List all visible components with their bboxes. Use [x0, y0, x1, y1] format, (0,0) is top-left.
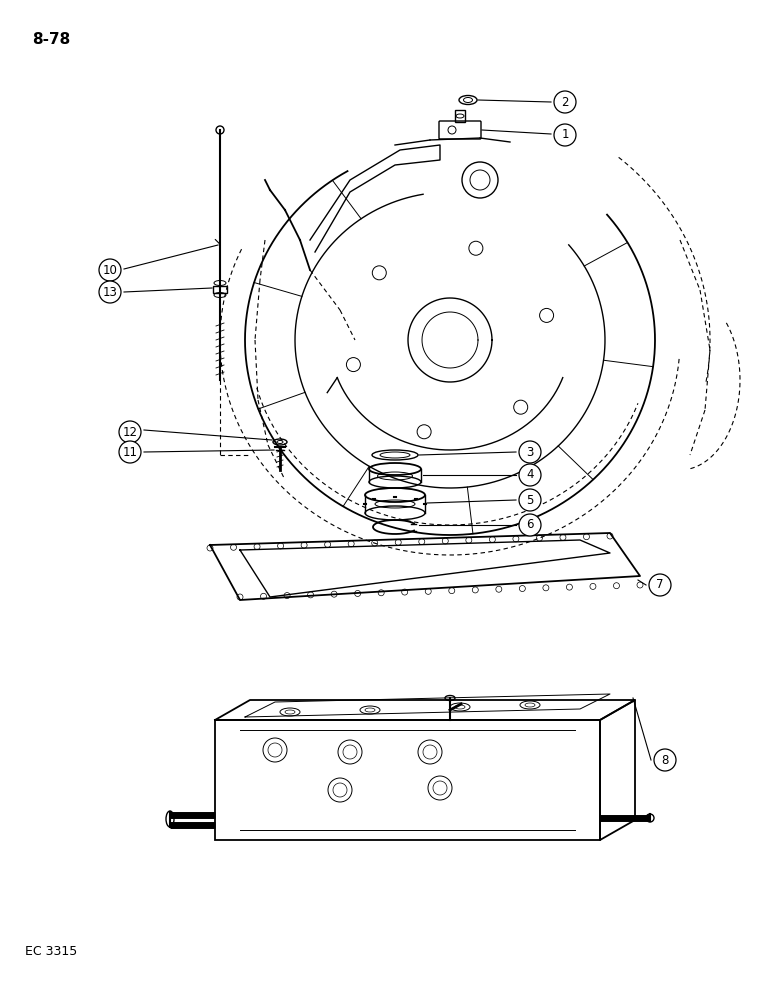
- Circle shape: [119, 421, 141, 443]
- Bar: [215, 720, 600, 840]
- Circle shape: [654, 749, 676, 771]
- Text: 13: 13: [102, 286, 118, 298]
- Circle shape: [519, 441, 541, 463]
- Circle shape: [99, 259, 121, 281]
- Circle shape: [519, 514, 541, 536]
- Circle shape: [554, 91, 576, 113]
- Circle shape: [99, 281, 121, 303]
- Text: 11: 11: [122, 446, 137, 458]
- Circle shape: [554, 124, 576, 146]
- Text: 8: 8: [661, 754, 668, 766]
- Text: 3: 3: [526, 446, 534, 458]
- Circle shape: [519, 464, 541, 486]
- Text: 1: 1: [562, 128, 569, 141]
- Text: 4: 4: [526, 468, 534, 482]
- Text: EC 3315: EC 3315: [25, 945, 77, 958]
- Text: 6: 6: [526, 518, 534, 532]
- Circle shape: [119, 441, 141, 463]
- Text: 7: 7: [656, 578, 664, 591]
- Circle shape: [649, 574, 671, 596]
- Bar: [213, 286, 227, 293]
- Text: 5: 5: [526, 493, 534, 506]
- Text: 8-78: 8-78: [32, 32, 70, 47]
- Text: 10: 10: [102, 263, 118, 276]
- Bar: [455, 110, 465, 122]
- Circle shape: [519, 489, 541, 511]
- Text: 12: 12: [122, 426, 137, 438]
- Text: 2: 2: [562, 96, 569, 108]
